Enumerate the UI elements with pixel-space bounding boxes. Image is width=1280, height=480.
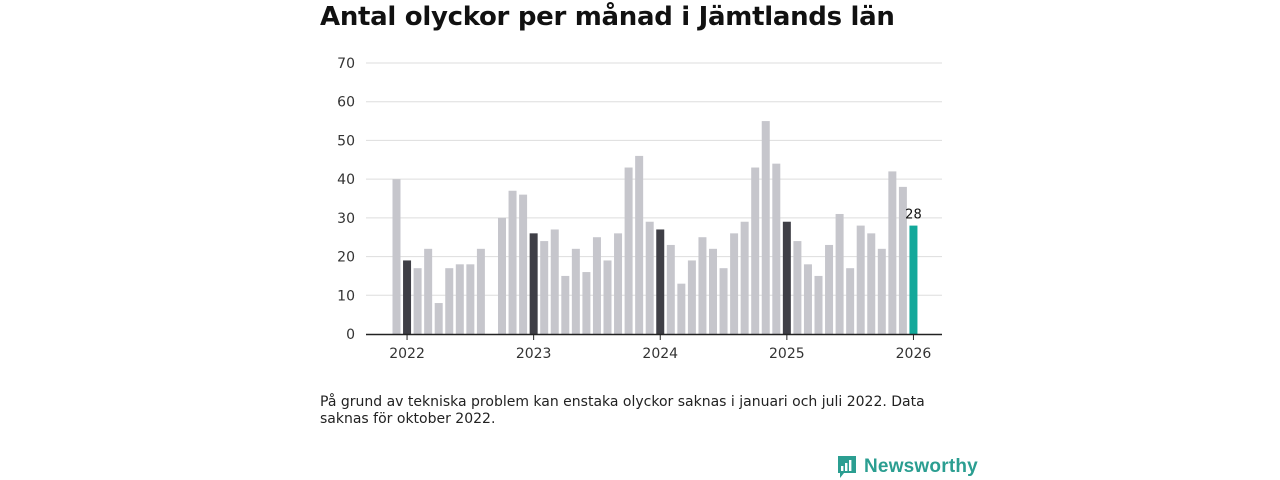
bar xyxy=(434,303,443,334)
y-tick-label: 30 xyxy=(337,211,355,227)
y-tick-label: 70 xyxy=(337,56,355,72)
bar xyxy=(698,237,707,334)
bar xyxy=(825,244,834,334)
bar xyxy=(540,241,549,334)
x-tick-label: 2024 xyxy=(642,346,678,362)
bar xyxy=(624,167,633,334)
chart-title: Antal olyckor per månad i Jämtlands län xyxy=(320,2,895,32)
bar xyxy=(898,186,907,334)
bar xyxy=(666,244,675,334)
bar xyxy=(582,272,591,334)
y-tick-label: 40 xyxy=(337,172,355,188)
bar xyxy=(561,275,570,334)
bar xyxy=(719,268,728,334)
y-tick-label: 0 xyxy=(346,327,355,343)
x-tick-label: 2025 xyxy=(769,346,805,362)
bar xyxy=(403,260,412,334)
y-tick-label: 10 xyxy=(337,288,355,304)
bar xyxy=(392,179,401,334)
bar xyxy=(519,194,528,334)
x-axis: 2022 2023 2024 2025 2026 xyxy=(366,333,942,362)
data-labels: 28 xyxy=(905,208,922,223)
bar xyxy=(529,233,538,334)
x-tick-label: 2026 xyxy=(896,346,932,362)
bar xyxy=(498,217,506,334)
bar xyxy=(867,233,876,334)
data-label: 28 xyxy=(905,208,922,223)
bar xyxy=(709,248,717,334)
bar xyxy=(730,233,739,334)
bar xyxy=(571,248,580,334)
bar xyxy=(772,163,781,334)
footnote: På grund av tekniska problem kan enstaka… xyxy=(320,394,925,427)
bar xyxy=(793,241,802,334)
bar xyxy=(466,264,475,334)
bar xyxy=(751,167,760,334)
bar xyxy=(476,248,485,334)
y-axis-ticks: 0 10 20 30 40 50 60 70 xyxy=(337,56,355,343)
bar xyxy=(424,248,433,334)
bars xyxy=(392,121,918,334)
y-tick-label: 20 xyxy=(337,250,355,266)
bar xyxy=(687,260,696,334)
bar xyxy=(603,260,612,334)
x-tick-label: 2023 xyxy=(516,346,552,362)
bar xyxy=(677,283,686,334)
bar xyxy=(814,275,823,334)
bar xyxy=(656,229,665,334)
bar xyxy=(835,213,844,334)
bar xyxy=(846,268,855,334)
bar xyxy=(508,190,517,334)
bar xyxy=(645,221,654,334)
bar xyxy=(782,221,791,334)
bar-chart: 0 10 20 30 40 50 60 70 2022 2023 2024 2025 2026 28 xyxy=(337,56,942,362)
bar xyxy=(888,171,897,334)
gridlines xyxy=(366,62,942,296)
bar xyxy=(413,268,422,334)
brand-name: Newsworthy xyxy=(864,456,978,477)
bar xyxy=(614,233,623,334)
y-tick-label: 50 xyxy=(337,133,355,149)
bar xyxy=(909,225,918,334)
brand-logo[interactable]: Newsworthy xyxy=(836,454,978,480)
bar xyxy=(740,221,749,334)
bar xyxy=(856,225,865,334)
bar xyxy=(550,229,559,334)
bar xyxy=(761,121,770,334)
newsworthy-logo-icon xyxy=(838,456,856,478)
y-tick-label: 60 xyxy=(337,95,355,111)
bar xyxy=(455,264,464,334)
bar xyxy=(445,268,454,334)
bar xyxy=(592,237,601,334)
x-tick-label: 2022 xyxy=(389,346,425,362)
bar xyxy=(635,155,644,334)
bar xyxy=(803,264,812,334)
bar xyxy=(877,248,886,334)
